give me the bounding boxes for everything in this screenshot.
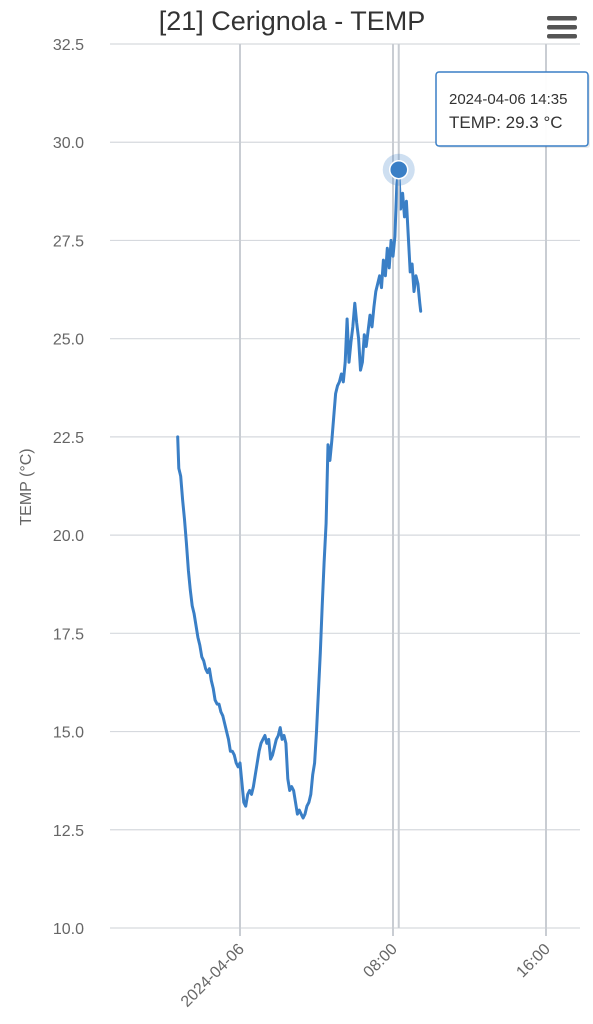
grid-layer xyxy=(110,43,580,936)
hamburger-menu-icon-bar xyxy=(547,25,577,30)
chart-title: [21] Cerignola - TEMP xyxy=(159,6,426,36)
temperature-series-line xyxy=(176,168,423,820)
y-tick-label: 32.5 xyxy=(53,37,84,54)
tooltip: 2024-04-06 14:35 TEMP: 29.3 °C xyxy=(435,71,590,148)
tooltip-value: TEMP: 29.3 °C xyxy=(449,113,563,132)
hamburger-menu-icon-bar xyxy=(547,34,577,39)
highlighted-data-point[interactable] xyxy=(388,159,409,180)
x-tick-label: 2024-04-06 xyxy=(178,941,248,1011)
series-layer xyxy=(176,168,423,820)
menu-button[interactable] xyxy=(540,10,584,46)
tooltip-box xyxy=(435,71,589,147)
y-tick-label: 10.0 xyxy=(53,921,84,938)
y-tick-label: 12.5 xyxy=(53,823,84,840)
y-axis-ticks: 10.0 12.5 15.0 17.5 20.0 22.5 25.0 27.5 30.0 32.5 xyxy=(53,37,84,938)
y-tick-label: 25.0 xyxy=(53,332,84,349)
y-axis-title: TEMP (°C) xyxy=(18,448,35,525)
tooltip-date: 2024-04-06 14:35 xyxy=(449,91,567,108)
y-tick-label: 30.0 xyxy=(53,135,84,152)
x-tick-label: 16:00 xyxy=(513,941,553,981)
y-tick-label: 22.5 xyxy=(53,430,84,447)
highlight-layer xyxy=(382,44,415,928)
y-tick-label: 27.5 xyxy=(53,233,84,250)
x-axis-ticks: 2024-04-06 08:00 16:00 xyxy=(178,941,554,1011)
y-tick-label: 20.0 xyxy=(53,528,84,545)
y-tick-label: 17.5 xyxy=(53,626,84,643)
hamburger-menu-icon[interactable] xyxy=(547,16,577,21)
x-tick-label: 08:00 xyxy=(360,941,400,981)
y-tick-label: 15.0 xyxy=(53,725,84,742)
